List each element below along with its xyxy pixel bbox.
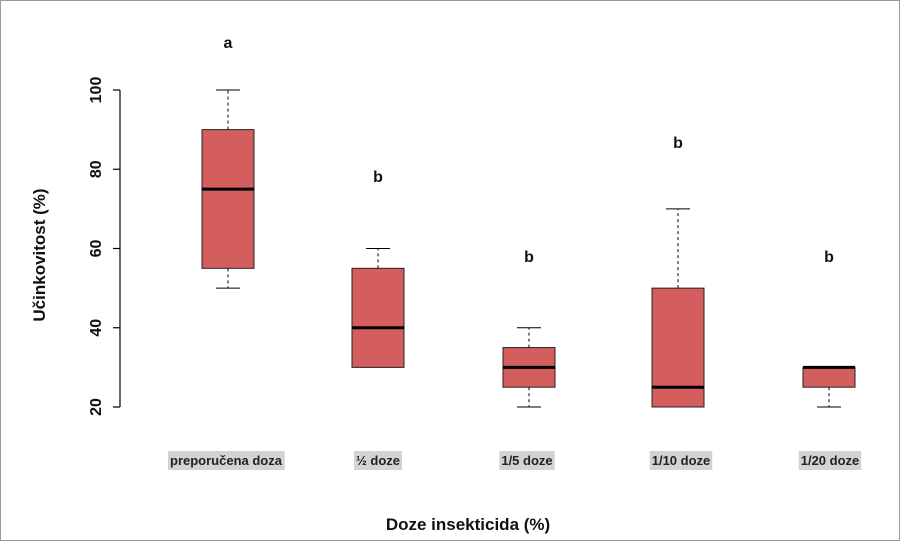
category-label-bg (649, 451, 713, 470)
category-label-bg (168, 451, 285, 470)
y-tick-label: 40 (88, 319, 105, 337)
box-2: b (351, 169, 405, 368)
category-label-text: preporučena doza (170, 453, 283, 468)
box-iqr (802, 366, 856, 388)
category-label-text: 1/10 doze (652, 453, 711, 468)
category-label-text: 1/20 doze (801, 453, 860, 468)
box-iqr (351, 267, 405, 368)
box-1: a (201, 35, 255, 289)
category-label-bg (353, 451, 403, 470)
box-iqr (201, 129, 255, 269)
y-tick-label: 80 (88, 160, 105, 178)
box-5: b (802, 249, 856, 408)
y-axis: 20 40 60 80 100 (88, 77, 121, 416)
y-tick-label: 60 (88, 240, 105, 258)
y-tick-label: 100 (88, 77, 105, 104)
category-label-text: ½ doze (356, 453, 400, 468)
category-label-text: 1/5 doze (501, 453, 552, 468)
category-label-1: preporučena doza (168, 451, 285, 470)
category-label-bg (499, 451, 555, 470)
category-label-3: 1/5 doze (499, 451, 555, 470)
significance-letter: b (824, 249, 834, 266)
x-axis-title: Doze insekticida (%) (386, 515, 550, 534)
category-label-4: 1/10 doze (649, 451, 713, 470)
significance-letter: b (524, 249, 534, 266)
category-labels: preporučena doza ½ doze 1/5 doze 1/10 doze 1… (168, 451, 862, 470)
box-iqr (651, 287, 705, 408)
significance-letter: a (224, 35, 233, 52)
box-4: b (651, 135, 705, 408)
box-3: b (502, 249, 556, 408)
significance-letter: b (673, 135, 683, 152)
y-axis-title: Učinkovitost (%) (30, 188, 49, 321)
boxes-layer: a b b b b (201, 35, 856, 408)
category-label-bg (798, 451, 862, 470)
y-tick-label: 20 (88, 398, 105, 416)
category-label-5: 1/20 doze (798, 451, 862, 470)
category-label-2: ½ doze (353, 451, 403, 470)
significance-letter: b (373, 169, 383, 186)
